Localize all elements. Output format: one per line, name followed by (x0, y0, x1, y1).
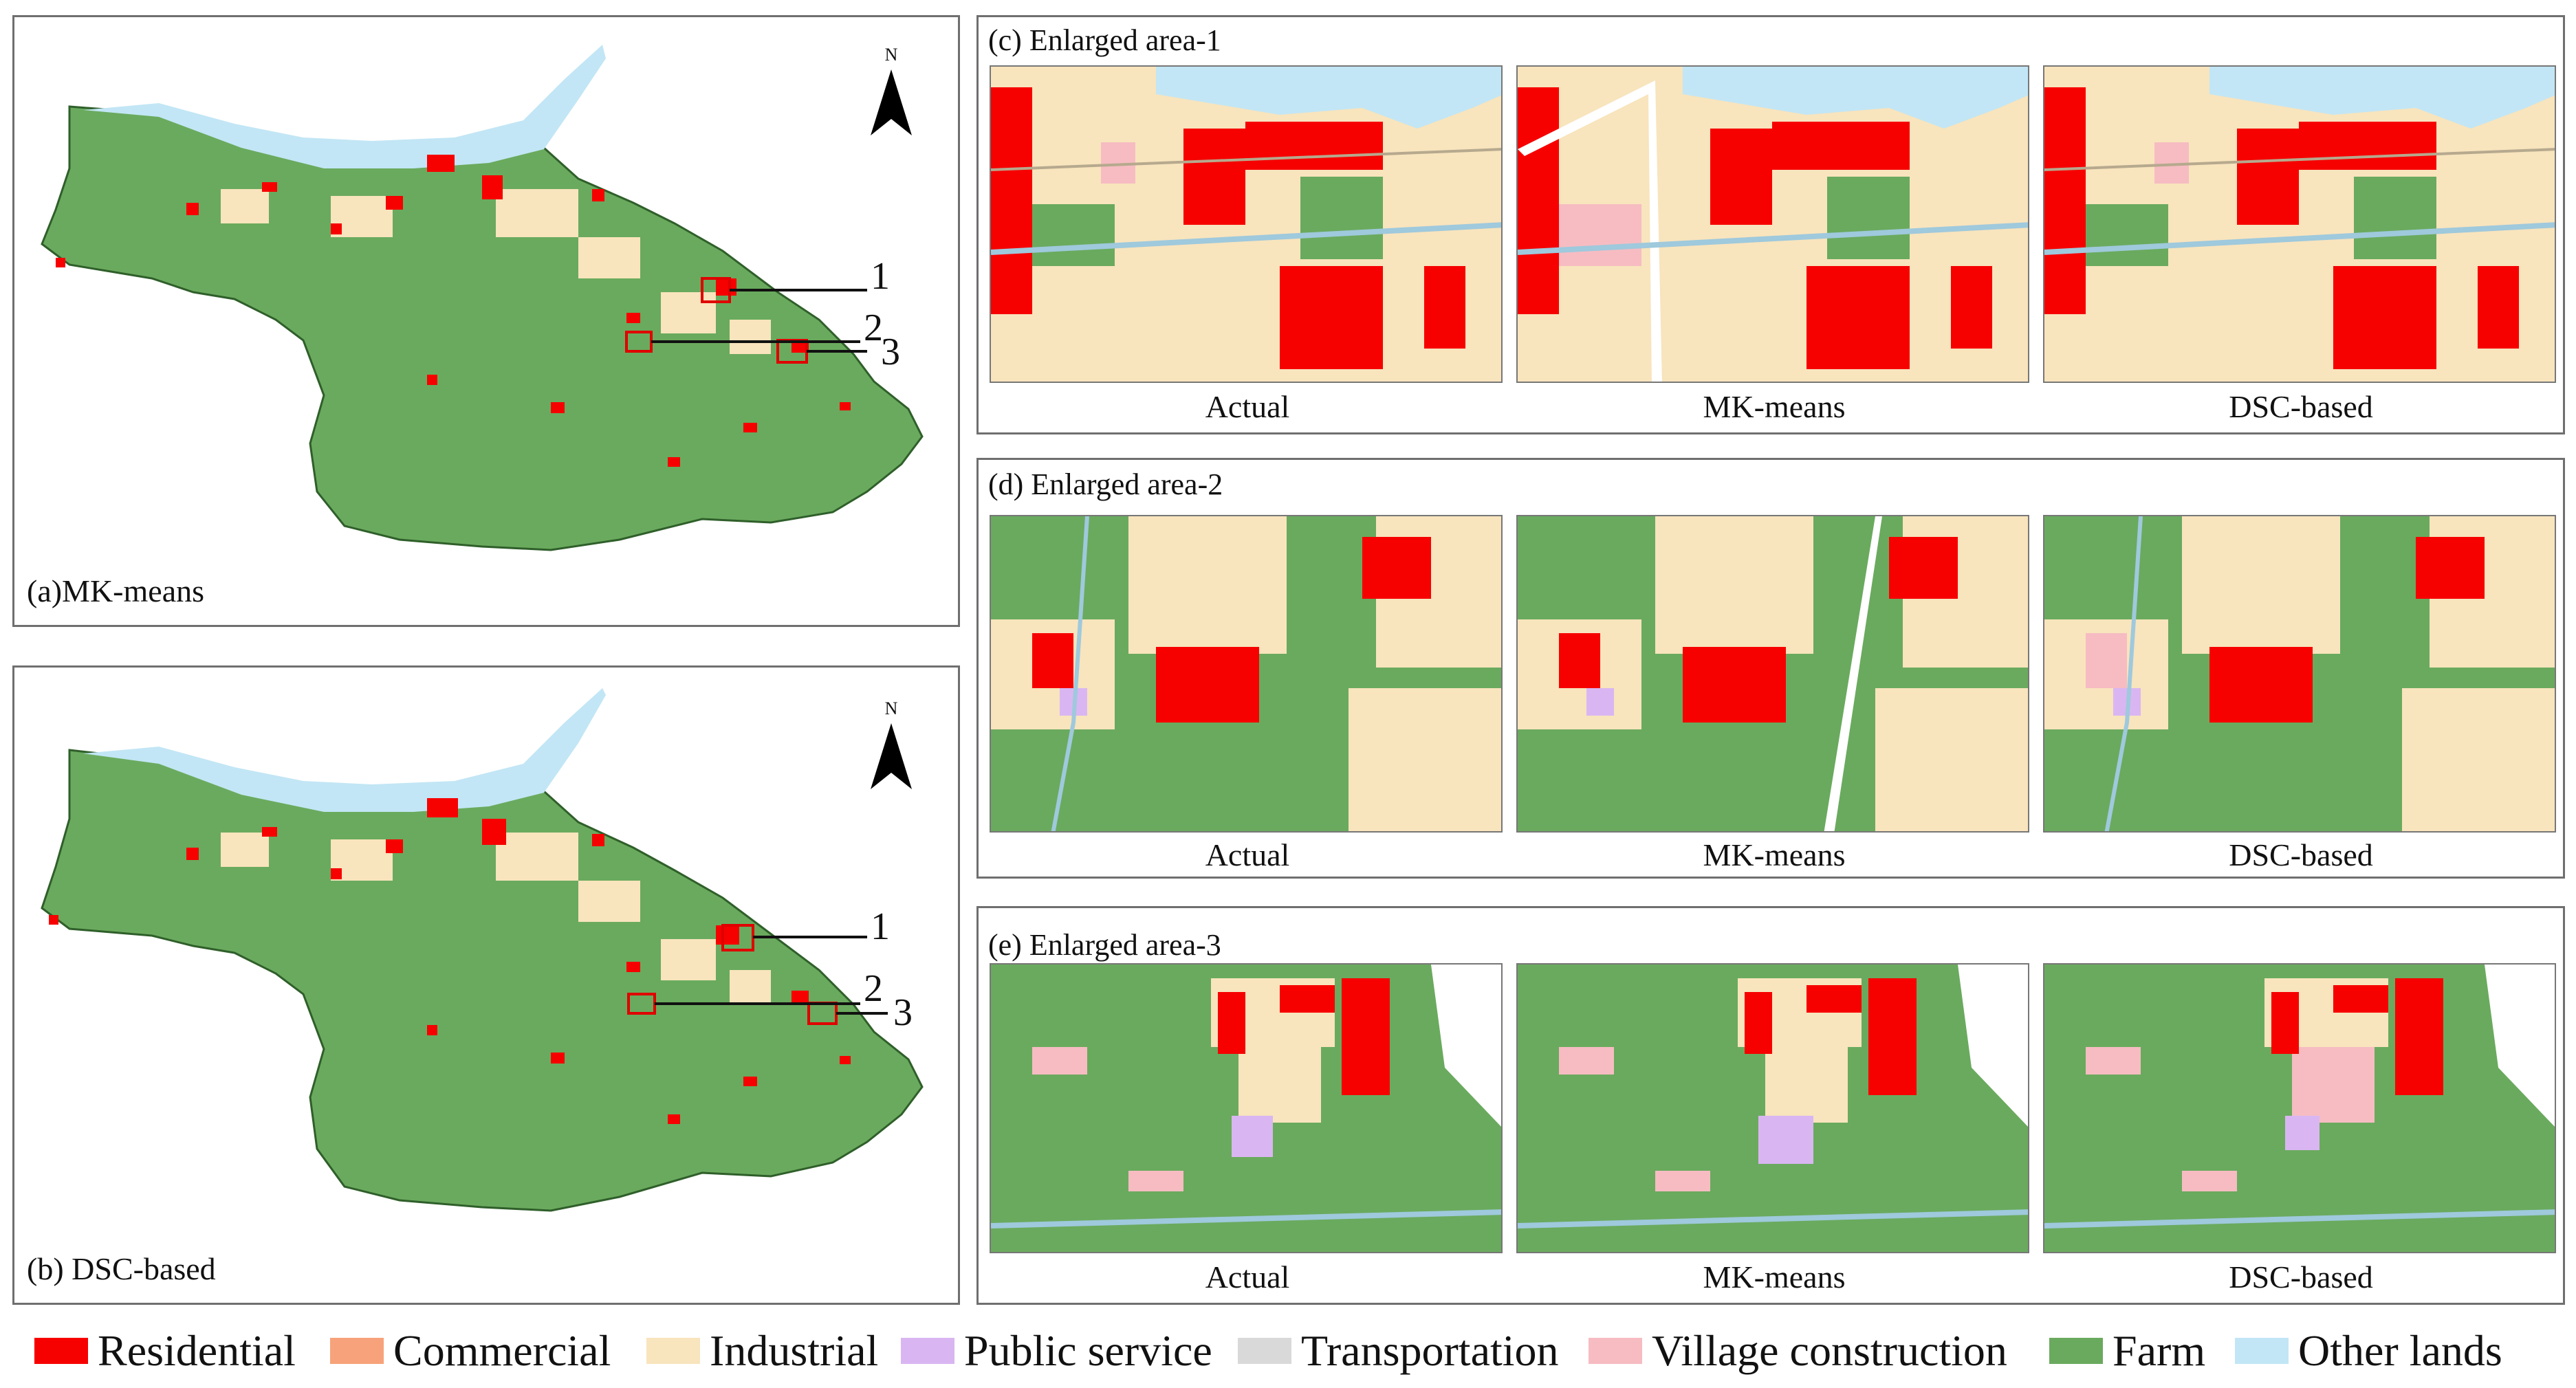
industrial-patches (221, 833, 771, 1004)
thumb-d-actual (990, 515, 1503, 833)
north-label: N (884, 45, 898, 65)
leader-lines (655, 936, 888, 1015)
legend-item-industrial: Industrial (646, 1323, 878, 1378)
panel-c-enlarged-area-1: (c) Enlarged area-1 (976, 15, 2565, 434)
panel-a-mk-means-map: 1 2 3 N (a)MK-means (12, 15, 960, 627)
zoom-label-3: 3 (893, 991, 913, 1034)
legend-label: Transportation (1301, 1326, 1559, 1375)
dsc-based-study-area-map (41, 688, 924, 1212)
land-use-legend: Residential Commercial Industrial Public… (0, 1323, 2576, 1378)
caption-dsc-based: DSC-based (2229, 1259, 2373, 1295)
enlarged-map-d-mk-means (1518, 516, 2028, 831)
panel-b-caption: (b) DSC-based (27, 1251, 216, 1286)
panel-e-title: (e) Enlarged area-3 (988, 928, 1221, 962)
enlarged-map-e-mk-means (1518, 965, 2028, 1252)
legend-swatch (330, 1338, 384, 1364)
legend-item-other-lands: Other lands (2235, 1323, 2502, 1378)
legend-swatch (1238, 1338, 1291, 1364)
zoom-label-1: 1 (871, 255, 890, 298)
legend-item-farm: Farm (2049, 1323, 2205, 1378)
thumb-c-dsc-based (2043, 65, 2556, 383)
thumb-e-mk-means (1516, 963, 2029, 1253)
industrial-patches (221, 189, 771, 354)
thumb-c-mk-means (1516, 65, 2029, 383)
panel-e-enlarged-area-3: (e) Enlarged area-3 (976, 906, 2565, 1305)
caption-mk-means: MK-means (1703, 837, 1846, 872)
mk-means-study-area-map (41, 45, 924, 551)
enlarged-map-c-actual (991, 67, 1501, 382)
legend-label: Residential (98, 1326, 296, 1375)
caption-mk-means: MK-means (1703, 1259, 1846, 1295)
north-arrow-icon (871, 723, 912, 789)
study-area-boundary (41, 105, 924, 551)
legend-item-commercial: Commercial (330, 1323, 611, 1378)
legend-swatch (646, 1338, 700, 1364)
north-arrow-icon (871, 69, 912, 135)
enlarged-map-c-mk-means (1518, 67, 2028, 382)
thumb-e-actual (990, 963, 1503, 1253)
thumb-d-dsc-based (2043, 515, 2556, 833)
legend-swatch (2049, 1338, 2103, 1364)
water-strip (83, 688, 606, 812)
legend-item-public-service: Public service (901, 1323, 1212, 1378)
legend-item-residential: Residential (34, 1323, 296, 1378)
caption-mk-means: MK-means (1703, 389, 1846, 424)
enlarged-map-d-dsc-based (2044, 516, 2555, 831)
legend-swatch (901, 1338, 954, 1364)
caption-actual: Actual (1205, 1259, 1290, 1295)
legend-swatch (34, 1338, 88, 1364)
legend-item-transportation: Transportation (1238, 1323, 1559, 1378)
north-label: N (884, 698, 898, 718)
caption-dsc-based: DSC-based (2229, 837, 2373, 872)
thumb-c-actual (990, 65, 1503, 383)
residential-patches (49, 798, 851, 1124)
thumb-e-dsc-based (2043, 963, 2556, 1253)
panel-b-dsc-based-map: 1 2 3 N (b) DSC-based (12, 665, 960, 1305)
legend-label: Farm (2113, 1326, 2206, 1375)
caption-actual: Actual (1205, 837, 1290, 872)
legend-label: Public service (964, 1326, 1212, 1375)
enlarged-map-e-actual (991, 965, 1501, 1252)
residential-patches (56, 155, 851, 467)
water-strip (83, 45, 606, 168)
enlarged-map-e-dsc-based (2044, 965, 2555, 1252)
thumb-d-mk-means (1516, 515, 2029, 833)
legend-label: Commercial (393, 1326, 611, 1375)
zoom-label-2: 2 (864, 967, 883, 1010)
zoom-label-1: 1 (871, 905, 890, 948)
enlarged-map-c-dsc-based (2044, 67, 2555, 382)
legend-label: Industrial (710, 1326, 879, 1375)
legend-swatch (1589, 1338, 1642, 1364)
caption-actual: Actual (1205, 389, 1290, 424)
panel-d-enlarged-area-2: (d) Enlarged area-2 Actu (976, 458, 2565, 879)
panel-c-title: (c) Enlarged area-1 (988, 23, 1221, 57)
panel-d-title: (d) Enlarged area-2 (988, 467, 1223, 501)
leader-lines (651, 289, 867, 353)
caption-dsc-based: DSC-based (2229, 389, 2373, 424)
legend-item-village-construction: Village construction (1589, 1323, 2007, 1378)
legend-swatch (2235, 1338, 2289, 1364)
legend-label: Other lands (2298, 1326, 2502, 1375)
enlarged-map-d-actual (991, 516, 1501, 831)
zoom-label-2: 2 (864, 307, 883, 349)
zoom-label-3: 3 (881, 331, 900, 373)
legend-label: Village construction (1652, 1326, 2007, 1375)
panel-a-caption: (a)MK-means (27, 573, 205, 608)
north-arrow: N (864, 45, 919, 135)
north-arrow: N (864, 698, 919, 789)
